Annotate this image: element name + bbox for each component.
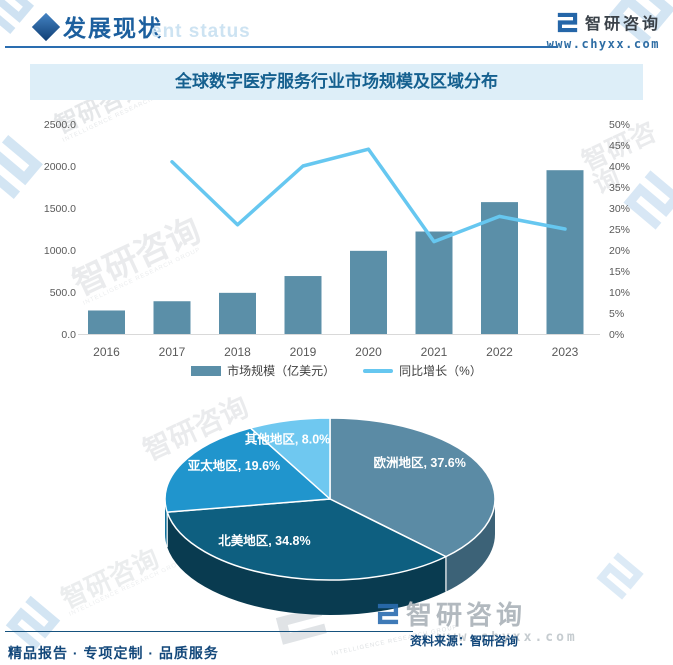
- legend-label: 市场规模（亿美元）: [227, 364, 336, 378]
- source-line: 资料来源：智研咨询: [410, 634, 519, 648]
- brand-url: www.chyxx.com: [546, 37, 660, 51]
- footer-divider: [5, 631, 413, 632]
- svg-text:欧洲地区, 37.6%: 欧洲地区, 37.6%: [373, 455, 465, 470]
- svg-text:1000.0: 1000.0: [44, 245, 76, 257]
- page-title: 发展现状: [63, 15, 163, 41]
- legend-item-growth: 同比增长（%）: [363, 362, 482, 379]
- svg-text:25%: 25%: [609, 224, 630, 236]
- svg-text:500.0: 500.0: [50, 287, 76, 299]
- source-url-watermark: www.chyxx.com: [437, 630, 578, 645]
- svg-text:亚太地区, 19.6%: 亚太地区, 19.6%: [188, 458, 280, 473]
- watermark-logo-icon: [0, 0, 39, 39]
- svg-text:2022: 2022: [486, 345, 513, 359]
- svg-text:2500.0: 2500.0: [44, 119, 76, 131]
- svg-text:50%: 50%: [609, 119, 630, 131]
- brand-logo-icon: [556, 11, 579, 34]
- svg-text:0.0: 0.0: [61, 329, 76, 341]
- watermark-logo-icon: [592, 548, 648, 604]
- footer-slogan: 精品报告 · 专项定制 · 品质服务: [8, 645, 219, 661]
- brand-name: 智研咨询: [584, 16, 661, 33]
- svg-text:2023: 2023: [552, 345, 579, 359]
- legend-item-market-size: 市场规模（亿美元）: [191, 362, 335, 379]
- svg-text:20%: 20%: [609, 245, 630, 257]
- svg-text:2017: 2017: [159, 345, 186, 359]
- svg-text:2016: 2016: [93, 345, 120, 359]
- svg-text:1500.0: 1500.0: [44, 203, 76, 215]
- bar-line-chart: 0.0 500.0 1000.0 1500.0 2000.0 2500.0 0% 5% 10% 1…: [44, 119, 630, 359]
- bottom-brand-watermark: 智研咨询: [376, 595, 526, 632]
- legend-label: 同比增长（%）: [399, 364, 482, 378]
- diamond-icon: [31, 12, 61, 42]
- svg-text:2021: 2021: [421, 345, 448, 359]
- svg-text:10%: 10%: [609, 287, 630, 299]
- svg-text:35%: 35%: [609, 182, 630, 194]
- svg-text:北美地区, 34.8%: 北美地区, 34.8%: [218, 533, 310, 548]
- svg-text:30%: 30%: [609, 203, 630, 215]
- svg-text:5%: 5%: [609, 308, 624, 320]
- svg-text:2020: 2020: [355, 345, 382, 359]
- chart-title: 全球数字医疗服务行业市场规模及区域分布: [30, 64, 643, 100]
- chart-legend: 市场规模（亿美元） 同比增长（%）: [0, 362, 673, 379]
- svg-text:45%: 45%: [609, 140, 630, 152]
- brand-logo: 智研咨询: [556, 10, 661, 34]
- bar-swatch-icon: [191, 365, 222, 376]
- svg-text:2018: 2018: [224, 345, 251, 359]
- svg-text:0%: 0%: [609, 329, 624, 341]
- header-divider: [5, 46, 557, 48]
- brand-logo-icon: [376, 602, 400, 626]
- svg-text:40%: 40%: [609, 161, 630, 173]
- svg-text:2019: 2019: [290, 345, 317, 359]
- svg-text:15%: 15%: [609, 266, 630, 278]
- line-swatch-icon: [363, 368, 394, 373]
- svg-text:其他地区, 8.0%: 其他地区, 8.0%: [245, 431, 330, 446]
- pie-chart: 欧洲地区, 37.6% 北美地区, 34.8% 亚太地区, 19.6% 其他地区, 8…: [164, 417, 496, 615]
- page-title-watermark: ent status: [151, 21, 251, 42]
- svg-text:2000.0: 2000.0: [44, 161, 76, 173]
- brand-name: 智研咨询: [406, 600, 527, 630]
